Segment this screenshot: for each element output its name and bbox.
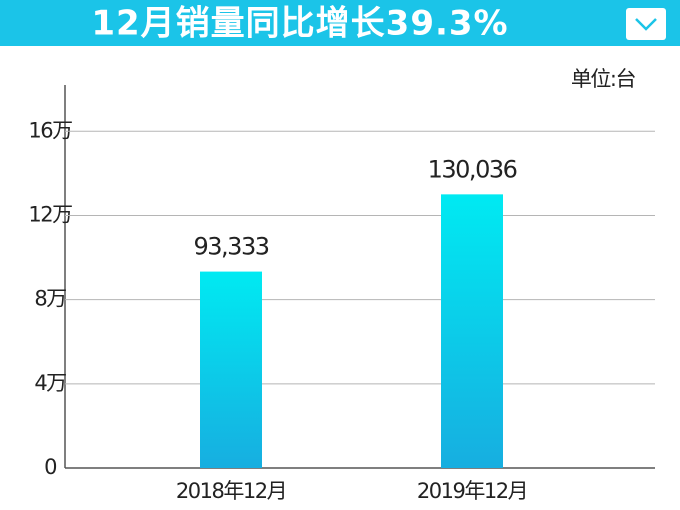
chart-title: 12月销量同比增长39.3% [91, 4, 508, 44]
title-banner [0, 0, 680, 46]
y-tick-label: 16万 [28, 118, 72, 142]
bar [200, 271, 262, 468]
x-tick-label: 2018年12月 [176, 479, 286, 503]
data-label: 93,333 [194, 233, 269, 261]
x-tick-label: 2019年12月 [417, 479, 527, 503]
y-tick-label: 4万 [34, 371, 66, 395]
y-tick-label: 0 [44, 455, 56, 479]
dropdown-box[interactable] [626, 8, 666, 40]
dropdown-button[interactable] [626, 8, 666, 40]
y-tick-label: 12万 [28, 202, 72, 226]
bar [441, 194, 503, 468]
y-tick-label: 8万 [34, 287, 66, 311]
data-label: 130,036 [428, 155, 517, 183]
unit-label: 单位:台 [571, 67, 636, 91]
dropdown-icon[interactable] [635, 18, 657, 31]
